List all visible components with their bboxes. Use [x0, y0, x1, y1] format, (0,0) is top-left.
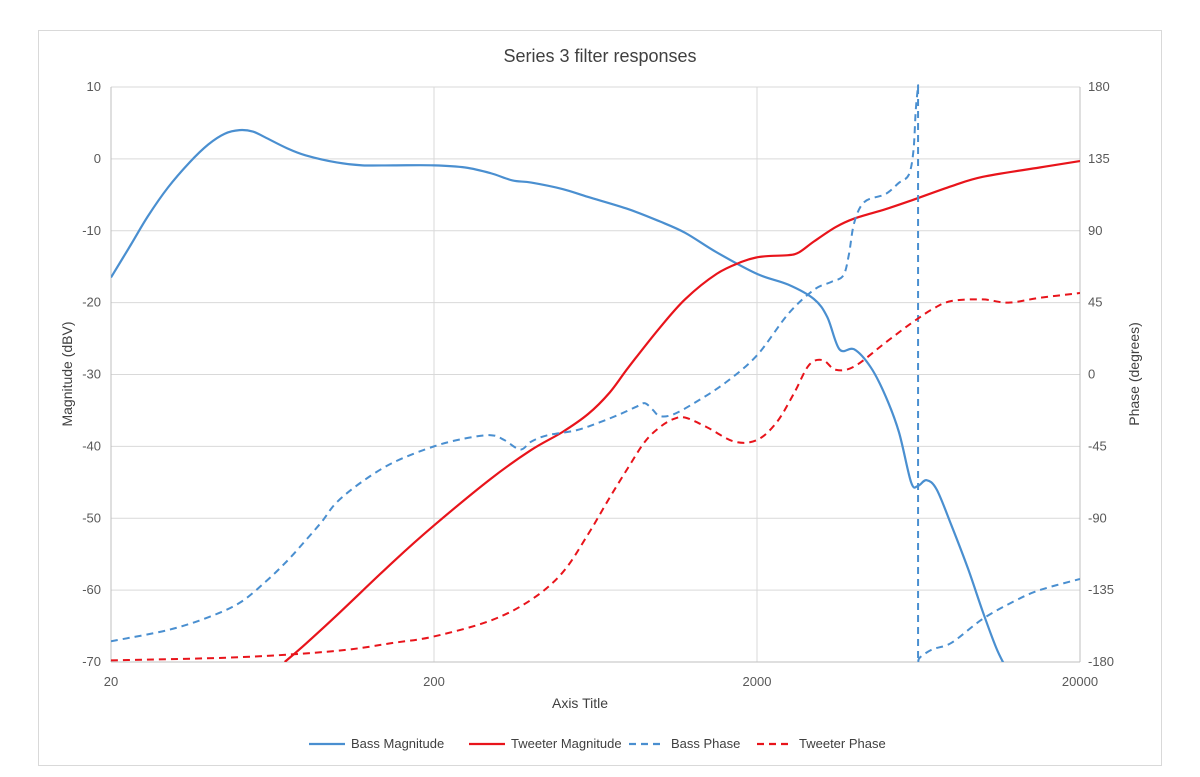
x-axis-label: Axis Title	[552, 695, 608, 711]
chart-title: Series 3 filter responses	[503, 46, 696, 66]
series-line-bass-phase	[917, 577, 1080, 662]
y-tick-label: -60	[82, 582, 101, 597]
series-line-bass-magnitude	[111, 128, 1005, 662]
legend: Bass Magnitude Tweeter Magnitude Bass Phas…	[309, 736, 886, 751]
y-tick-label: -40	[82, 438, 101, 453]
y-tick-label: -30	[82, 367, 101, 382]
series-lines	[111, 84, 1080, 662]
series-line-tweeter-magnitude	[283, 159, 1080, 662]
left-axis-ticks: 10 0 -10 -20 -30 -40 -50 -60 -70	[82, 79, 101, 669]
y-tick-label: -70	[82, 654, 101, 669]
x-tick-label: 20000	[1062, 674, 1098, 689]
y2-tick-label: -180	[1088, 654, 1114, 669]
y2-tick-label: 135	[1088, 151, 1110, 166]
x-tick-label: 2000	[743, 674, 772, 689]
y2-tick-label: -90	[1088, 510, 1107, 525]
y-tick-label: 10	[87, 79, 101, 94]
y-tick-label: -50	[82, 510, 101, 525]
series-line-tweeter-phase	[111, 292, 1080, 662]
y2-tick-label: -135	[1088, 582, 1114, 597]
y-tick-label: -10	[82, 223, 101, 238]
y-axis-label: Magnitude (dBV)	[59, 321, 75, 426]
gridlines	[110, 86, 1081, 663]
y-tick-label: -20	[82, 295, 101, 310]
legend-label: Tweeter Magnitude	[511, 736, 622, 751]
chart-frame	[38, 30, 1162, 766]
y2-tick-label: -45	[1088, 438, 1107, 453]
y2-tick-label: 45	[1088, 295, 1102, 310]
legend-label: Tweeter Phase	[799, 736, 886, 751]
y2-axis-label: Phase (degrees)	[1126, 322, 1142, 426]
y-tick-label: 0	[94, 151, 101, 166]
y2-tick-label: 0	[1088, 367, 1095, 382]
legend-label: Bass Phase	[671, 736, 740, 751]
legend-label: Bass Magnitude	[351, 736, 444, 751]
series-line-bass-phase	[111, 84, 920, 643]
x-tick-label: 200	[423, 674, 445, 689]
x-axis-ticks: 20 200 2000 20000	[104, 674, 1098, 689]
x-tick-label: 20	[104, 674, 118, 689]
y2-tick-label: 180	[1088, 79, 1110, 94]
right-axis-ticks: 180 135 90 45 0 -45 -90 -135 -180	[1088, 79, 1114, 669]
y2-tick-label: 90	[1088, 223, 1102, 238]
